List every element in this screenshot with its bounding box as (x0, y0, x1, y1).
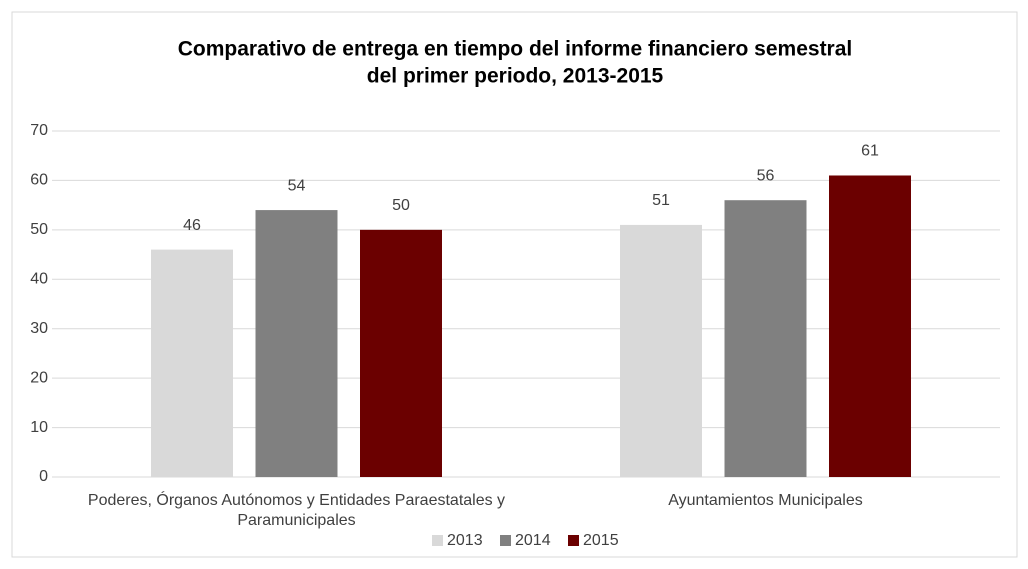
bar (620, 224, 702, 477)
legend-label: 2015 (583, 532, 619, 549)
legend-swatch (432, 535, 443, 546)
data-label: 46 (183, 217, 201, 234)
data-label: 51 (652, 192, 670, 209)
y-tick-label: 20 (30, 369, 48, 386)
y-tick-label: 60 (30, 172, 48, 189)
y-tick-label: 10 (30, 419, 48, 436)
chart-title: del primer periodo, 2013-2015 (367, 65, 664, 88)
y-tick-label: 0 (39, 468, 48, 485)
y-tick-label: 30 (30, 320, 48, 337)
data-label: 56 (757, 167, 775, 184)
y-tick-label: 40 (30, 271, 48, 288)
legend-swatch (568, 535, 579, 546)
bar (255, 210, 338, 478)
x-tick-label: Poderes, Órganos Autónomos y Entidades P… (87, 492, 506, 529)
data-label: 50 (392, 197, 410, 214)
bar (829, 175, 911, 477)
y-tick-label: 70 (30, 122, 48, 139)
legend-label: 2013 (447, 532, 483, 549)
legend-label: 2014 (515, 532, 551, 549)
bar (724, 200, 807, 477)
data-label: 61 (861, 143, 879, 160)
chart-title: Comparativo de entrega en tiempo del inf… (178, 38, 853, 61)
bar (151, 249, 233, 477)
legend-swatch (500, 535, 511, 546)
y-tick-label: 50 (30, 221, 48, 238)
x-tick-label: Ayuntamientos Municipales (668, 492, 863, 509)
data-label: 54 (288, 177, 306, 194)
bar (360, 229, 442, 477)
